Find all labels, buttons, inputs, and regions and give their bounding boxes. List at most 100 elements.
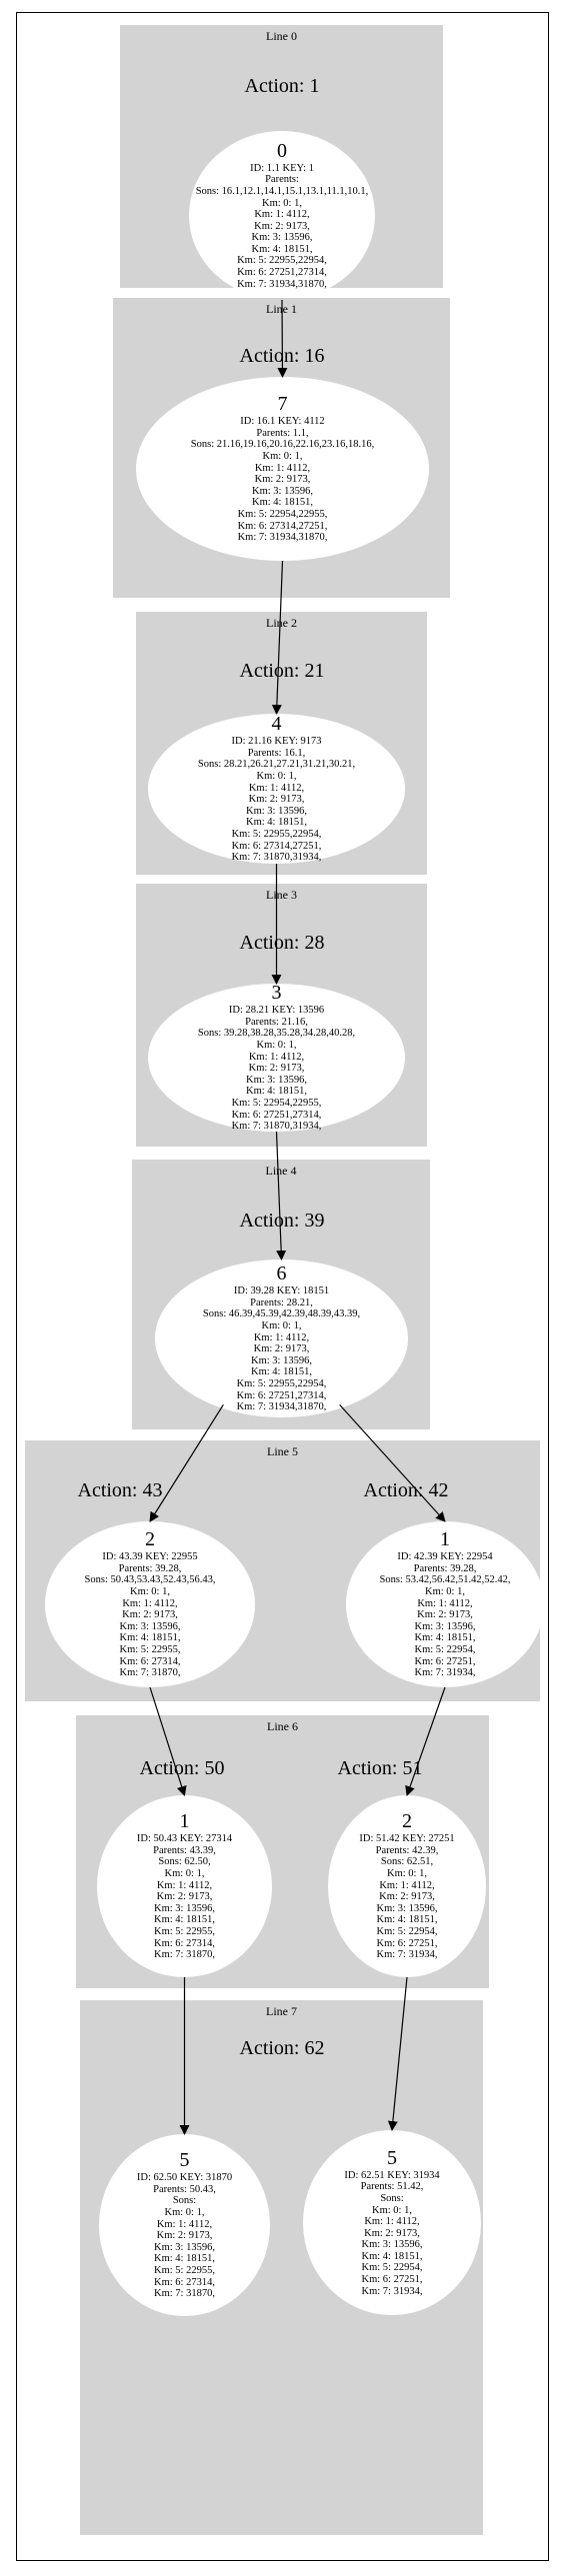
node-detail-line: Km: 2: 9173, [156,1891,213,1903]
node-detail-line: Sons: 46.39,45.39,42.39,48.39,43.39, [202,1308,361,1320]
edge-arrow [149,1686,187,1796]
node-detail-line: Km: 7: 31870, [154,1949,215,1961]
node-detail-line: Km: 5: 22955,22954, [231,828,322,840]
node-detail-line: Km: 6: 27251,27314, [231,1109,322,1121]
node-detail-line: Km: 1: 4112, [254,209,310,221]
node-detail-line: Km: 1: 4112, [248,1051,305,1063]
node-number: 1 [440,1528,450,1551]
node-number: 5 [387,2146,397,2169]
action-label: Action: 39 [239,1210,325,1232]
node-detail-line: Km: 4: 18151, [119,1632,181,1644]
edge-arrow [277,299,288,378]
state-node: 0 ID: 1.1 KEY: 1 Parents: Sons: 16.1,12.1,1… [189,131,375,300]
state-node: 5 ID: 62.50 KEY: 31870 Parents: 50.43, Sons… [99,2134,270,2316]
node-detail-line: Km: 1: 4112, [364,2216,420,2228]
cluster-title: Line 5 [267,1444,298,1458]
node-detail-line: Km: 1: 4112, [156,1879,213,1891]
node-detail-line: Km: 2: 9173, [253,1343,310,1355]
node-detail-line: Km: 4: 18151, [246,1086,307,1098]
node-number: 1 [179,1810,190,1833]
state-node: 7 ID: 16.1 KEY: 4112 Parents: 1.1, Sons: 21… [136,377,429,561]
node-detail-line: Km: 1: 4112, [156,2218,213,2230]
node-detail-line: Km: 5: 22955,22954, [236,1377,327,1389]
node-detail-line: ID: 21.16 KEY: 9173 [231,736,322,748]
node-number: 5 [179,2149,190,2172]
state-node: 5 ID: 62.51 KEY: 31934 Parents: 51.42, Sons… [303,2130,481,2315]
node-detail-line: Km: 2: 9173, [156,2230,213,2242]
node-detail-line: Parents: 43.39, [153,1844,216,1856]
node-detail-line: Km: 3: 13596, [251,1354,312,1366]
edge-arrow [387,1976,408,2131]
node-detail-line: Km: 5: 22955,22954, [237,255,327,267]
cluster-title: Line 0 [266,29,297,43]
node-detail-line: Km: 6: 27314, [154,1937,215,1949]
node-detail-line: Km: 3: 13596, [246,805,307,817]
node-number: 7 [277,393,288,416]
node-detail-line: Parents: 21.16, [245,1016,308,1028]
node-detail-line: ID: 62.51 KEY: 31934 [344,2169,440,2181]
node-detail-line: Km: 6: 27251, [361,2274,423,2286]
node-detail-line: Km: 0: 1, [261,1320,302,1332]
node-detail-line: Km: 3: 13596, [119,1620,181,1632]
node-detail-line: ID: 1.1 KEY: 1 [250,162,314,174]
edge-arrow [405,1686,446,1796]
node-detail-line: Km: 6: 27251, [414,1655,476,1667]
node-detail-line: Km: 1: 4112, [248,782,305,794]
node-detail-line: Km: 7: 31870, [119,1667,181,1679]
edge-arrow [339,1403,446,1522]
node-detail-line: Km: 1: 4112, [254,462,311,474]
node-detail-line: Sons: 50.43,53.43,52.43,56.43, [84,1574,216,1586]
node-detail-line: Km: 2: 9173, [254,474,311,486]
node-detail-line: Km: 3: 13596, [361,2239,423,2251]
node-detail-line: Km: 5: 22955, [119,1643,181,1655]
node-detail-line: Km: 5: 22954,22955, [231,1097,322,1109]
node-detail-line: Km: 3: 13596, [246,1074,307,1086]
action-label: Action: 21 [239,660,325,682]
action-label: Action: 1 [244,75,320,97]
node-detail-line: Km: 3: 13596, [251,232,313,244]
node-detail-line: ID: 16.1 KEY: 4112 [240,416,325,428]
state-node: 1 ID: 42.39 KEY: 22954 Parents: 39.28, Sons… [346,1521,544,1687]
node-detail-line: Km: 4: 18151, [414,1632,476,1644]
node-detail-line: Km: 5: 22955, [154,1925,215,1937]
action-label: Action: 62 [239,2037,325,2059]
graph-frame [16,12,549,2561]
node-detail-line: Km: 4: 18151, [246,817,307,829]
action-label: Action: 28 [239,932,325,954]
cluster-title: Line 6 [267,1719,298,1733]
node-detail-line: Km: 6: 27314, [119,1655,181,1667]
node-detail-line: Km: 0: 1, [425,1586,465,1598]
node-detail-line: Km: 5: 22954, [376,1925,438,1937]
node-detail-line: Parents: 16.1, [247,747,306,759]
node-detail-line: Km: 1: 4112, [417,1597,473,1609]
node-detail-line: Parents: 39.28, [413,1562,477,1574]
node-detail-line: Sons: 62.51, [380,1856,434,1868]
node-detail-line: ID: 39.28 KEY: 18151 [233,1286,330,1297]
node-detail-line: Parents: 42.39, [375,1844,439,1856]
node-detail-line: Km: 2: 9173, [379,1891,435,1903]
node-detail-line: Km: 0: 1, [387,1868,427,1880]
node-detail-line: ID: 62.50 KEY: 31870 [136,2172,233,2184]
node-detail-line: Km: 0: 1, [372,2204,412,2216]
node-detail-line: Km: 7: 31870,31934, [231,852,322,864]
node-detail-line: Sons: 16.1,12.1,14.1,15.1,13.1,11.1,10.1… [195,185,369,197]
cluster-title: Line 2 [266,616,297,630]
node-detail-line: Km: 6: 27314,27251, [237,520,328,532]
node-detail-line: Km: 4: 18151, [251,1366,312,1378]
node-detail-line: Km: 3: 13596, [252,485,313,497]
node-detail-line: Km: 7: 31870,31934, [231,1121,322,1133]
node-detail-line: ID: 28.21 KEY: 13596 [228,1005,325,1017]
node-detail-line: Parents: 28.21, [250,1296,313,1308]
action-label: Action: 50 [139,1757,225,1779]
node-detail-line: Km: 4: 18151, [154,1914,215,1926]
node-detail-line: Parents: 1.1, [256,427,309,439]
node-detail-line: Km: 7: 31934,31870, [237,278,327,290]
node-detail-line: Km: 1: 4112, [379,1879,435,1891]
node-detail-line: Km: 3: 13596, [154,1902,215,1914]
node-detail-line: Km: 6: 27251, [376,1937,438,1949]
action-label: Action: 43 [77,1479,163,1501]
cluster-title: Line 7 [266,2004,297,2018]
node-detail-line: Sons: 53.42,56.42,51.42,52.42, [379,1574,511,1586]
cluster-title: Line 4 [265,1164,297,1178]
